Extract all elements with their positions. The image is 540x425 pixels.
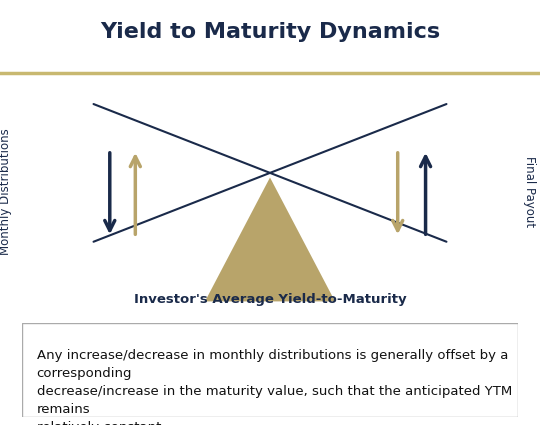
Text: Final Payout: Final Payout bbox=[523, 156, 536, 227]
Polygon shape bbox=[205, 178, 335, 301]
Text: Investor's Average Yield-to-Maturity: Investor's Average Yield-to-Maturity bbox=[134, 293, 406, 306]
Text: Any increase/decrease in monthly distributions is generally offset by a correspo: Any increase/decrease in monthly distrib… bbox=[37, 349, 512, 425]
FancyBboxPatch shape bbox=[22, 323, 518, 416]
Text: Monthly Distributions: Monthly Distributions bbox=[0, 128, 12, 255]
Text: Yield to Maturity Dynamics: Yield to Maturity Dynamics bbox=[100, 22, 440, 42]
